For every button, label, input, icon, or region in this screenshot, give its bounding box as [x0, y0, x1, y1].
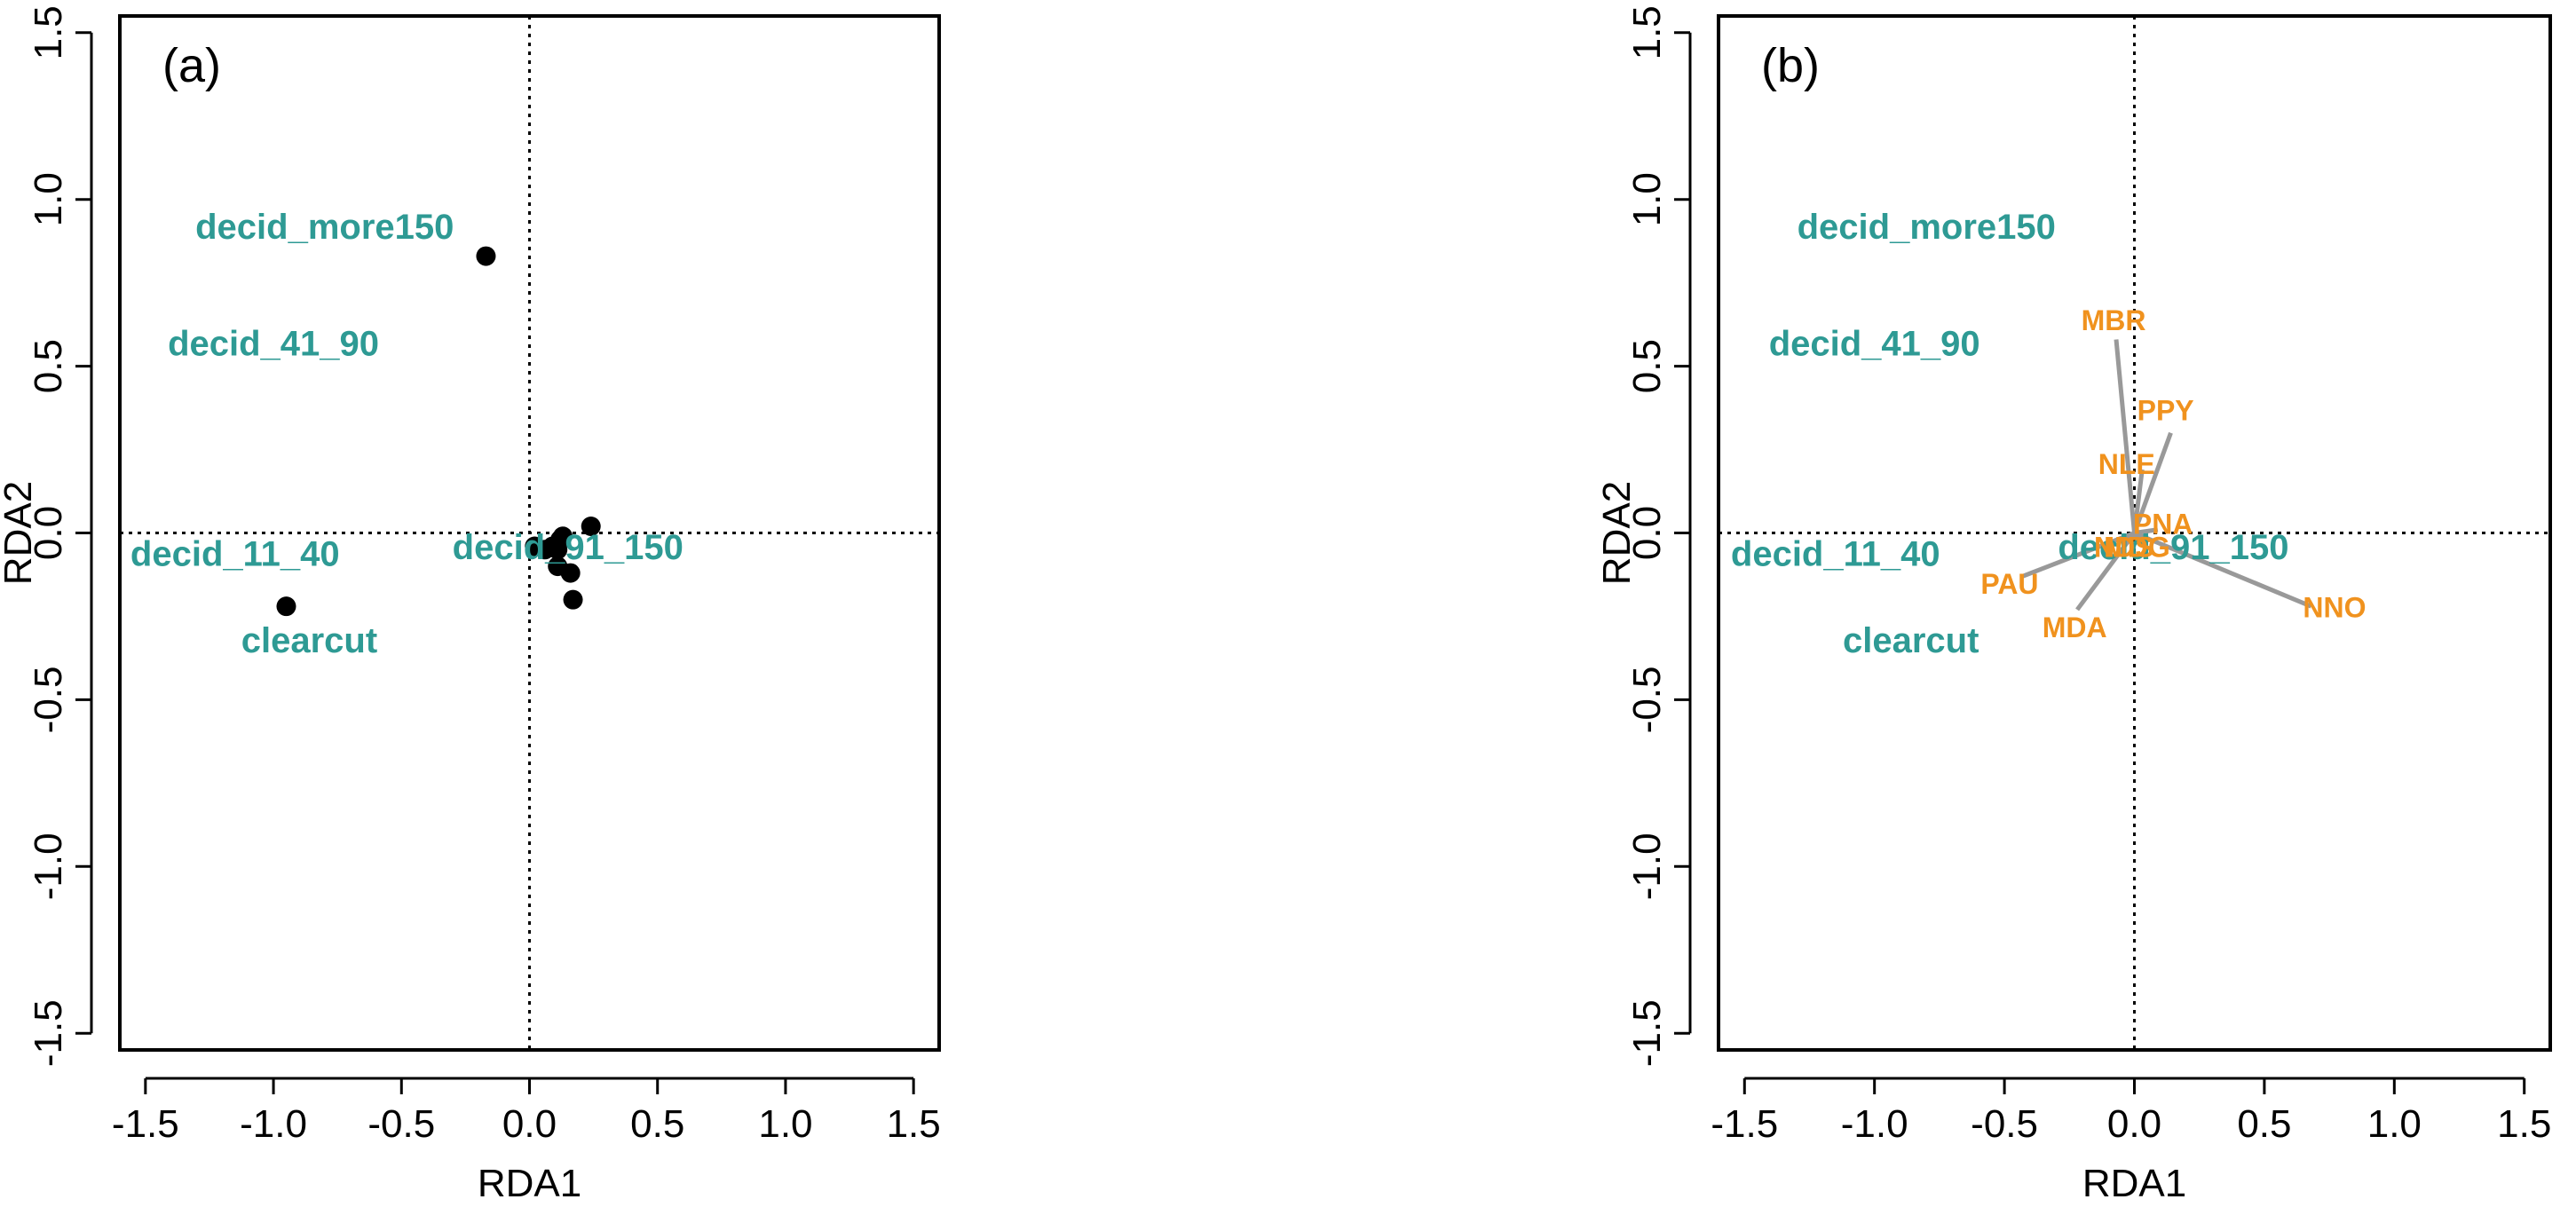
species-arrow: [2021, 531, 2136, 579]
species-label: MDA: [2043, 612, 2107, 643]
x-tick-label: -0.5: [1971, 1102, 2038, 1146]
x-tick-label: 1.0: [2367, 1102, 2422, 1146]
species-label: NDS: [2094, 532, 2154, 564]
x-tick-label: -1.5: [1711, 1102, 1778, 1146]
species-arrow: [2114, 339, 2137, 533]
species-arrow: [2132, 469, 2145, 533]
panel-label: (b): [1761, 39, 1820, 92]
site-label: decid_41_90: [1769, 325, 1980, 364]
site-point: [581, 516, 601, 536]
y-tick-label: 0.5: [27, 339, 70, 393]
species-label: PAU: [1980, 568, 2038, 600]
panel-b-rda-biplot: -1.5 -1.0 -0.5 0.0 0.5 1.0 1.5 RDA1 -1.5 -1.0 -0.5…: [1595, 5, 2552, 1205]
species-arrow: [2132, 431, 2173, 534]
panel-a-rda-triplot: -1.5 -1.0 -0.5 0.0 0.5 1.0 1.5 RDA1 -1.5 -1.0 -0.5…: [0, 5, 941, 1205]
x-tick-label: 0.5: [2237, 1102, 2291, 1146]
x-tick-label: -1.0: [240, 1102, 307, 1146]
panel-label: (a): [162, 39, 221, 92]
y-tick-label: 0.0: [1625, 506, 1669, 560]
x-tick-label: -1.5: [112, 1102, 179, 1146]
y-axis-title: RDA2: [0, 481, 40, 585]
species-label: PNA: [2133, 508, 2193, 540]
y-tick-label: -1.5: [27, 999, 70, 1067]
x-tick-label: 0.5: [630, 1102, 684, 1146]
y-tick-label: -0.5: [1625, 666, 1669, 733]
species-label: NLE: [2098, 448, 2155, 480]
x-tick-label: 1.0: [758, 1102, 812, 1146]
y-tick-label: -1.0: [1625, 832, 1669, 900]
y-axis-title: RDA2: [1595, 481, 1639, 585]
y-tick-label: 1.0: [1625, 172, 1669, 226]
site-label: decid_more150: [1798, 208, 2056, 247]
site-label: decid_91_150: [2058, 528, 2288, 567]
site-label: decid_more150: [195, 208, 454, 247]
y-tick-label: 1.5: [27, 5, 70, 59]
site-label: decid_11_40: [130, 534, 340, 573]
site-label: decid_41_90: [168, 325, 379, 364]
x-axis-title: RDA1: [478, 1162, 581, 1205]
y-tick-label: 0.5: [1625, 339, 1669, 393]
site-point: [476, 246, 496, 266]
site-label: decid_91_150: [453, 528, 684, 567]
site-point: [276, 596, 296, 617]
site-label: decid_11_40: [1731, 534, 1940, 573]
x-tick-label: 0.0: [502, 1102, 557, 1146]
y-tick-label: 1.5: [1625, 5, 1669, 59]
species-arrow: [2075, 532, 2137, 612]
x-tick-label: 0.0: [2107, 1102, 2161, 1146]
y-tick-label: -0.5: [27, 666, 70, 733]
y-tick-label: -1.5: [1625, 999, 1669, 1067]
y-tick-label: 0.0: [27, 506, 70, 560]
site-label: clearcut: [1843, 621, 1979, 660]
x-tick-label: -1.0: [1841, 1102, 1908, 1146]
site-label: clearcut: [241, 621, 377, 660]
y-tick-label: 1.0: [27, 172, 70, 226]
site-point: [560, 563, 581, 583]
x-tick-label: -0.5: [367, 1102, 435, 1146]
species-arrow: [2133, 531, 2146, 542]
x-tick-label: 1.5: [887, 1102, 941, 1146]
y-tick-label: -1.0: [27, 832, 70, 900]
site-point: [563, 589, 583, 610]
species-label: NNO: [2303, 591, 2366, 623]
x-axis-title: RDA1: [2082, 1162, 2186, 1205]
species-label: PPY: [2137, 395, 2194, 427]
species-label: MBR: [2082, 304, 2146, 336]
x-tick-label: 1.5: [2497, 1102, 2551, 1146]
site-point: [552, 526, 573, 547]
species-label: MDG: [2104, 532, 2170, 564]
species-arrow: [2133, 531, 2312, 609]
